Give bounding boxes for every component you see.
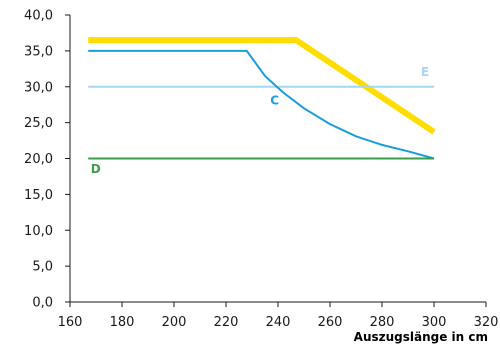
x-tick-label: 180 — [110, 315, 135, 330]
x-tick-label: 280 — [370, 315, 395, 330]
x-tick-label: 300 — [422, 315, 447, 330]
y-tick-label: 35,0 — [24, 44, 53, 59]
x-tick-label: 240 — [266, 315, 291, 330]
series-label-e: E — [421, 65, 429, 79]
series-label-c: C — [270, 94, 279, 108]
x-axis-title: Auszugslänge in cm — [354, 330, 488, 344]
y-tick-label: 20,0 — [24, 152, 53, 167]
series-labels: E C D — [91, 65, 429, 176]
x-tick-label: 160 — [58, 315, 83, 330]
x-tick-label: 200 — [162, 315, 187, 330]
series-line-yellow — [88, 37, 436, 135]
y-tick-label: 30,0 — [24, 80, 53, 95]
y-tick-label: 0,0 — [32, 296, 53, 311]
y-tick-label: 40,0 — [24, 9, 53, 24]
y-tick-label: 25,0 — [24, 116, 53, 131]
series-lines — [88, 37, 436, 160]
y-axis-ticks: 0,0 5,0 10,0 15,0 20,0 25,0 30,0 35,0 40,0 — [24, 9, 70, 311]
y-tick-label: 10,0 — [24, 224, 53, 239]
y-tick-label: 15,0 — [24, 188, 53, 203]
x-tick-label: 320 — [474, 315, 499, 330]
y-tick-label: 5,0 — [32, 260, 53, 275]
x-tick-label: 260 — [318, 315, 343, 330]
x-tick-label: 220 — [214, 315, 239, 330]
series-line-c — [88, 49, 435, 160]
series-label-d: D — [91, 162, 101, 176]
x-axis-ticks: 160 180 200 220 240 260 280 300 320 — [58, 302, 499, 330]
